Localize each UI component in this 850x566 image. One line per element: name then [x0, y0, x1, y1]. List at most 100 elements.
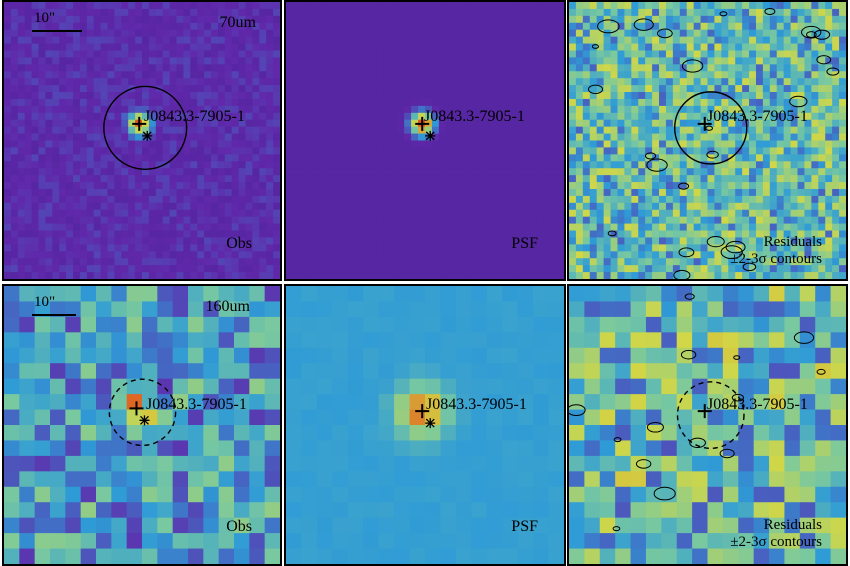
- map-pixel: [425, 230, 433, 239]
- map-pixel: [348, 112, 357, 121]
- map-pixel: [686, 50, 695, 58]
- map-pixel: [825, 182, 833, 190]
- map-pixel: [742, 209, 750, 218]
- map-pixel: [707, 223, 716, 232]
- map-pixel: [431, 22, 440, 31]
- map-pixel: [80, 316, 97, 333]
- map-pixel: [466, 161, 475, 169]
- map-pixel: [418, 15, 426, 24]
- map-pixel: [665, 216, 674, 225]
- map-pixel: [34, 486, 51, 503]
- map-pixel: [501, 154, 509, 162]
- map-pixel: [624, 8, 632, 17]
- map-pixel: [603, 154, 612, 162]
- map-pixel: [515, 98, 523, 107]
- map-pixel: [418, 209, 426, 218]
- map-pixel: [742, 175, 750, 183]
- map-pixel: [142, 78, 150, 86]
- map-pixel: [266, 78, 274, 86]
- map-pixel: [148, 126, 157, 135]
- map-pixel: [4, 244, 12, 252]
- map-pixel: [397, 71, 405, 79]
- map-pixel: [452, 57, 461, 65]
- map-pixel: [334, 50, 343, 58]
- map-pixel: [617, 43, 625, 52]
- map-pixel: [148, 251, 157, 259]
- map-pixel: [494, 182, 503, 190]
- map-pixel: [700, 258, 709, 266]
- map-pixel: [52, 168, 60, 176]
- map-pixel: [10, 237, 19, 245]
- map-pixel: [24, 175, 33, 183]
- map-pixel: [459, 2, 468, 10]
- map-pixel: [376, 168, 384, 176]
- map-pixel: [550, 50, 558, 58]
- map-pixel: [603, 195, 612, 204]
- map-pixel: [245, 237, 253, 245]
- map-pixel: [811, 78, 819, 86]
- map-pixel: [466, 265, 475, 273]
- map-pixel: [790, 188, 799, 197]
- map-pixel: [652, 147, 660, 155]
- map-pixel: [204, 154, 212, 162]
- map-pixel: [665, 50, 674, 58]
- map-pixel: [4, 43, 12, 52]
- map-pixel: [452, 251, 461, 259]
- map-pixel: [596, 251, 605, 259]
- map-pixel: [31, 244, 40, 252]
- map-pixel: [273, 272, 280, 279]
- map-pixel: [320, 92, 329, 100]
- map-pixel: [231, 209, 240, 218]
- map-pixel: [73, 105, 81, 114]
- map-pixel: [762, 119, 771, 128]
- map-pixel: [742, 188, 750, 197]
- map-pixel: [162, 105, 171, 114]
- map-pixel: [155, 126, 164, 135]
- map-pixel: [183, 202, 191, 211]
- map-pixel: [19, 363, 36, 380]
- map-pixel: [755, 43, 764, 52]
- map-pixel: [452, 147, 461, 155]
- map-pixel: [155, 43, 164, 52]
- map-pixel: [536, 258, 544, 266]
- map-pixel: [776, 29, 785, 38]
- map-pixel: [445, 209, 454, 218]
- map-pixel: [111, 363, 128, 380]
- map-pixel: [383, 15, 391, 24]
- map-pixel: [783, 140, 792, 149]
- map-pixel: [176, 15, 184, 24]
- map-pixel: [714, 251, 722, 259]
- map-pixel: [79, 140, 88, 149]
- map-pixel: [617, 85, 625, 93]
- map-pixel: [93, 230, 102, 239]
- map-pixel: [494, 147, 503, 155]
- map-pixel: [529, 92, 537, 100]
- map-pixel: [529, 126, 537, 135]
- map-pixel: [494, 36, 503, 45]
- map-pixel: [197, 147, 205, 155]
- map-pixel: [306, 92, 315, 100]
- map-pixel: [34, 517, 51, 534]
- map-pixel: [721, 133, 729, 142]
- map-pixel: [93, 209, 102, 218]
- map-pixel: [529, 133, 537, 142]
- map-pixel: [231, 15, 240, 24]
- map-pixel: [397, 119, 405, 128]
- map-pixel: [603, 112, 612, 121]
- map-pixel: [735, 154, 743, 162]
- map-pixel: [224, 182, 233, 190]
- map-pixel: [431, 50, 440, 58]
- map-pixel: [313, 105, 322, 114]
- map-pixel: [362, 168, 370, 176]
- map-pixel: [569, 98, 577, 107]
- map-pixel: [397, 147, 405, 155]
- map-pixel: [466, 223, 475, 232]
- map-pixel: [376, 119, 384, 128]
- map-pixel: [286, 57, 294, 65]
- map-pixel: [797, 265, 806, 273]
- map-pixel: [190, 237, 198, 245]
- map-pixel: [473, 133, 482, 142]
- map-pixel: [790, 258, 799, 266]
- map-pixel: [494, 244, 503, 252]
- map-pixel: [811, 71, 819, 79]
